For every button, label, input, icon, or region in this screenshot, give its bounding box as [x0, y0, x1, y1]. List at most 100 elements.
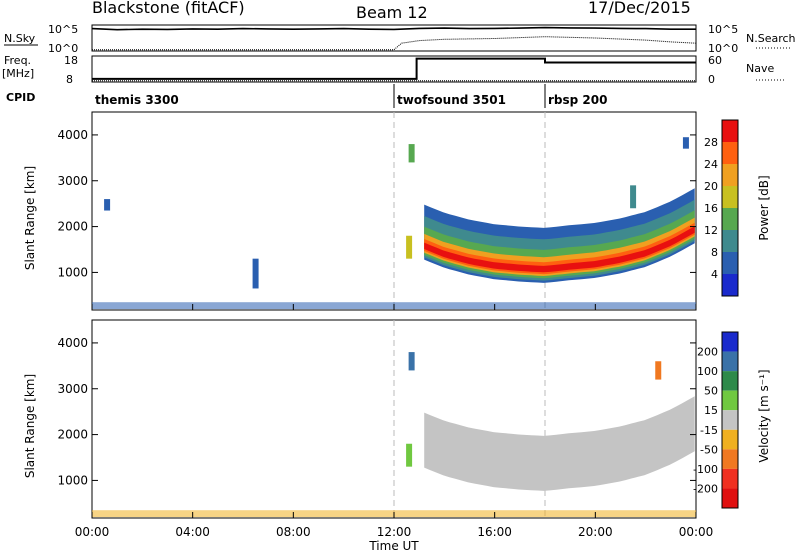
colorbar-swatch: [722, 164, 738, 186]
colorbar-swatch: [722, 252, 738, 274]
freq-tick-top: 18: [64, 54, 78, 67]
y-tick-label: 1000: [57, 265, 88, 279]
velocity-colorbar: 200 100 50 15 -15 -50 -100 -200: [693, 331, 739, 509]
colorbar-swatch: [722, 230, 738, 252]
x-tick-label: 08:00: [276, 525, 311, 539]
echo-patch: [406, 235, 413, 259]
nsearch-tick-top: 10^5: [708, 23, 738, 36]
colorbar-tick-label: 28: [704, 136, 718, 149]
y-tick-label: 4000: [57, 336, 88, 350]
colorbar-swatch: [722, 274, 738, 296]
x-tick-label: 00:00: [679, 525, 714, 539]
cpid-label: CPID: [6, 91, 35, 104]
colorbar-tick-label: -50: [700, 443, 718, 456]
echo-patch: [630, 185, 637, 209]
main-echo-layer: [424, 222, 695, 275]
colorbar-frame: [721, 331, 739, 509]
nsearch-tick-bottom: 10^0: [708, 42, 738, 55]
x-axis-label: Time UT: [368, 539, 419, 553]
velocity-y-axis: 1000 2000 3000 4000: [57, 336, 696, 487]
velocity-panel-frame: [91, 319, 697, 519]
colorbar-tick-label: -100: [693, 463, 718, 476]
colorbar-tick-label: 100: [697, 365, 718, 378]
colorbar-swatch: [722, 429, 738, 450]
colorbar-swatch: [722, 410, 738, 430]
colorbar-swatch: [722, 186, 738, 208]
nsky-tick-bottom: 10^0: [48, 42, 78, 55]
colorbar-tick-label: 15: [704, 404, 718, 417]
colorbar-swatch: [722, 390, 738, 411]
colorbar-swatch: [722, 449, 738, 469]
colorbar-swatch: [722, 468, 738, 489]
power-y-axis: 1000 2000 3000 4000: [57, 128, 696, 279]
echo-patch: [408, 352, 415, 371]
x-tick-label: 04:00: [175, 525, 210, 539]
freq-series-line: [92, 57, 696, 80]
y-tick-label: 4000: [57, 128, 88, 142]
echo-patch: [104, 199, 111, 211]
x-tick-label: 00:00: [75, 525, 110, 539]
nsearch-label: N.Search: [746, 32, 796, 45]
colorbar-swatch: [722, 351, 738, 372]
nsky-label: N.Sky: [4, 32, 36, 45]
cpid-segment-label: themis 3300: [95, 93, 179, 107]
colorbar-frame: [721, 119, 739, 297]
colorbar-tick-label: 8: [711, 246, 718, 259]
main-echo-layer: [424, 396, 695, 491]
echo-patch: [655, 361, 662, 380]
nave-tick-top: 60: [708, 54, 722, 67]
y-tick-label: 3000: [57, 174, 88, 188]
x-tick-label: 16:00: [477, 525, 512, 539]
noise-panel-frame: [91, 24, 697, 52]
colorbar-swatch: [722, 142, 738, 164]
power-colorbar-label: Power [dB]: [757, 175, 771, 240]
colorbar-tick-label: 200: [697, 346, 718, 359]
echo-patch: [252, 258, 259, 289]
y-tick-label: 1000: [57, 473, 88, 487]
cpid-row: themis 3300 twofsound 3501 rbsp 200: [95, 84, 607, 108]
colorbar-swatch: [722, 120, 738, 142]
date-title: 17/Dec/2015: [588, 0, 691, 17]
velocity-ylabel: Slant Range [km]: [23, 374, 37, 478]
colorbar-swatch: [722, 488, 738, 508]
nsky-series-line: [91, 26, 696, 31]
echo-patch: [406, 443, 413, 467]
station-title: Blackstone (fitACF): [92, 0, 245, 17]
freq-unit: [MHz]: [2, 67, 34, 80]
velocity-colorbar-label: Velocity [m s⁻¹]: [757, 369, 771, 462]
power-panel-frame: [91, 111, 697, 311]
y-tick-label: 2000: [57, 220, 88, 234]
power-colorbar: 4 8 12 16 20 24 28: [704, 119, 739, 297]
colorbar-tick-label: 50: [704, 385, 718, 398]
echo-patch: [682, 137, 689, 149]
colorbar-tick-label: 4: [711, 268, 718, 281]
freq-label: Freq.: [4, 54, 31, 67]
echo-patch: [408, 144, 415, 163]
colorbar-tick-label: 24: [704, 158, 718, 171]
x-tick-label: 20:00: [578, 525, 613, 539]
colorbar-tick-label: 12: [704, 224, 718, 237]
nsearch-series-line: [92, 36, 697, 51]
nsky-tick-top: 10^5: [48, 23, 78, 36]
colorbar-tick-label: -200: [693, 482, 718, 495]
nave-tick-bottom: 0: [708, 73, 715, 86]
time-x-axis: 00:00 04:00 08:00 12:00 16:00 20:00 00:00: [75, 304, 714, 539]
freq-tick-bottom: 8: [66, 73, 73, 86]
cpid-segment-label: rbsp 200: [548, 93, 607, 107]
x-tick-label: 12:00: [377, 525, 412, 539]
main-echo-layer: [424, 226, 695, 273]
colorbar-tick-label: 16: [704, 202, 718, 215]
power-ylabel: Slant Range [km]: [23, 166, 37, 270]
nave-label: Nave: [746, 62, 774, 75]
colorbar-tick-label: 20: [704, 180, 718, 193]
beam-title: Beam 12: [356, 3, 428, 22]
y-tick-label: 2000: [57, 428, 88, 442]
cpid-segment-label: twofsound 3501: [397, 93, 506, 107]
colorbar-swatch: [722, 332, 738, 352]
colorbar-swatch: [722, 371, 738, 391]
freq-panel-frame: [91, 55, 697, 83]
colorbar-swatch: [722, 208, 738, 230]
colorbar-tick-label: -15: [700, 424, 718, 437]
y-tick-label: 3000: [57, 382, 88, 396]
